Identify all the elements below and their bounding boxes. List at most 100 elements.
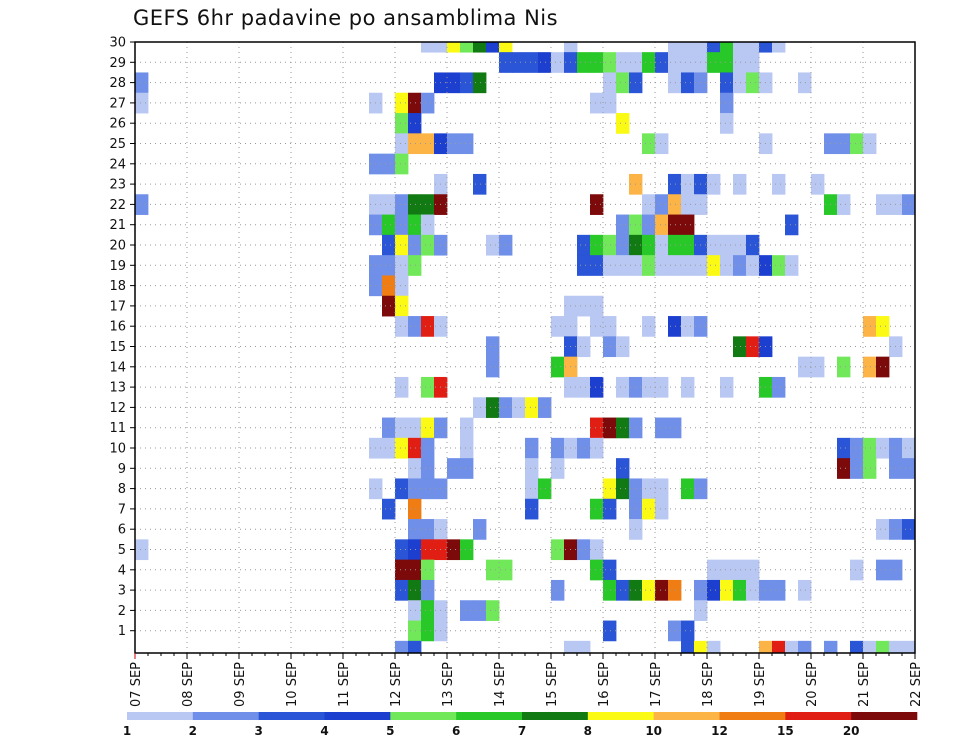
heatmap-cell: [486, 600, 500, 621]
heatmap-cell: [408, 519, 422, 540]
y-axis: 1234567891011121314151617181920212223242…: [109, 36, 135, 639]
heatmap-cell: [135, 539, 149, 561]
heatmap-cell: [668, 72, 682, 94]
heatmap-cell: [408, 437, 422, 459]
heatmap-cell: [395, 92, 409, 114]
heatmap-cell: [863, 316, 877, 337]
heatmap-cell: [863, 356, 877, 378]
heatmap-cells: [135, 42, 916, 654]
heatmap-cell: [733, 52, 747, 73]
heatmap-cell: [850, 640, 864, 654]
heatmap-cell: [681, 173, 695, 195]
heatmap-cell: [473, 72, 487, 94]
heatmap-cell: [525, 52, 539, 73]
heatmap-cell: [655, 579, 669, 601]
heatmap-cell: [642, 579, 656, 601]
heatmap-cell: [590, 437, 604, 459]
y-tick-label: 19: [109, 259, 126, 274]
heatmap-cell: [642, 133, 656, 155]
heatmap-cell: [408, 194, 422, 215]
heatmap-cell: [551, 356, 565, 378]
colorbar-label: 10: [645, 724, 662, 738]
x-tick-label: 19 SEP: [753, 662, 768, 707]
heatmap-cell: [707, 234, 721, 256]
heatmap-cell: [746, 336, 760, 358]
heatmap-cell: [616, 458, 630, 479]
grid-lines: [135, 41, 915, 653]
heatmap-cell: [421, 234, 435, 256]
heatmap-cell: [616, 52, 630, 73]
heatmap-cell: [408, 113, 422, 134]
heatmap-cell: [577, 376, 591, 398]
heatmap-cell: [707, 173, 721, 195]
heatmap-cell: [681, 194, 695, 215]
heatmap-cell: [616, 417, 630, 439]
heatmap-cell: [486, 336, 500, 358]
y-tick-label: 2: [118, 604, 126, 619]
heatmap-cell: [421, 478, 435, 500]
colorbar-swatch: [653, 712, 720, 720]
heatmap-cell: [850, 458, 864, 479]
heatmap-cell: [395, 376, 409, 398]
heatmap-cell: [395, 316, 409, 337]
heatmap-cell: [902, 458, 916, 479]
heatmap-cell: [746, 72, 760, 94]
heatmap-cell: [746, 42, 760, 53]
heatmap-cell: [525, 478, 539, 500]
x-tick-label: 15 SEP: [545, 662, 560, 707]
heatmap-cell: [421, 600, 435, 621]
y-tick-label: 26: [109, 117, 126, 132]
heatmap-cell: [486, 42, 500, 53]
y-tick-label: 25: [109, 137, 126, 152]
chart-title: GEFS 6hr padavine po ansamblima Nis: [133, 6, 559, 30]
y-tick-label: 29: [109, 56, 126, 71]
heatmap-cell: [408, 214, 422, 236]
heatmap-cell: [681, 214, 695, 236]
heatmap-cell: [590, 559, 604, 581]
heatmap-cell: [408, 234, 422, 256]
y-tick-label: 24: [109, 157, 126, 172]
heatmap-cell: [798, 640, 812, 654]
heatmap-cell: [382, 194, 396, 215]
heatmap-cell: [707, 42, 721, 53]
heatmap-cell: [772, 640, 786, 654]
y-tick-label: 20: [109, 239, 126, 254]
heatmap-cell: [486, 397, 500, 418]
heatmap-cell: [824, 640, 838, 654]
heatmap-cell: [707, 255, 721, 276]
y-tick-label: 18: [109, 279, 126, 294]
y-tick-label: 17: [109, 299, 126, 314]
heatmap-cell: [668, 255, 682, 276]
heatmap-cell: [876, 640, 890, 654]
heatmap-cell: [395, 234, 409, 256]
heatmap-cell: [603, 316, 617, 337]
heatmap-cell: [408, 478, 422, 500]
heatmap-cell: [616, 72, 630, 94]
heatmap-cell: [746, 579, 760, 601]
heatmap-cell: [655, 234, 669, 256]
x-tick-label: 14 SEP: [493, 662, 508, 707]
heatmap-cell: [655, 214, 669, 236]
heatmap-cell: [577, 234, 591, 256]
heatmap-cell: [603, 92, 617, 114]
heatmap-cell: [720, 376, 734, 398]
heatmap-cell: [395, 214, 409, 236]
heatmap-cell: [603, 72, 617, 94]
heatmap-cell: [395, 295, 409, 317]
heatmap-cell: [876, 519, 890, 540]
heatmap-cell: [720, 579, 734, 601]
heatmap-cell: [616, 255, 630, 276]
heatmap-cell: [759, 42, 773, 53]
heatmap-cell: [473, 600, 487, 621]
heatmap-cell: [382, 275, 396, 297]
heatmap-cell: [460, 539, 474, 561]
heatmap-cell: [720, 234, 734, 256]
heatmap-cell: [538, 478, 552, 500]
heatmap-cell: [551, 539, 565, 561]
heatmap-cell: [681, 255, 695, 276]
colorbar-swatch: [851, 712, 918, 720]
heatmap-cell: [681, 72, 695, 94]
heatmap-cell: [655, 417, 669, 439]
x-tick-label: 21 SEP: [857, 662, 872, 707]
heatmap-cell: [603, 478, 617, 500]
